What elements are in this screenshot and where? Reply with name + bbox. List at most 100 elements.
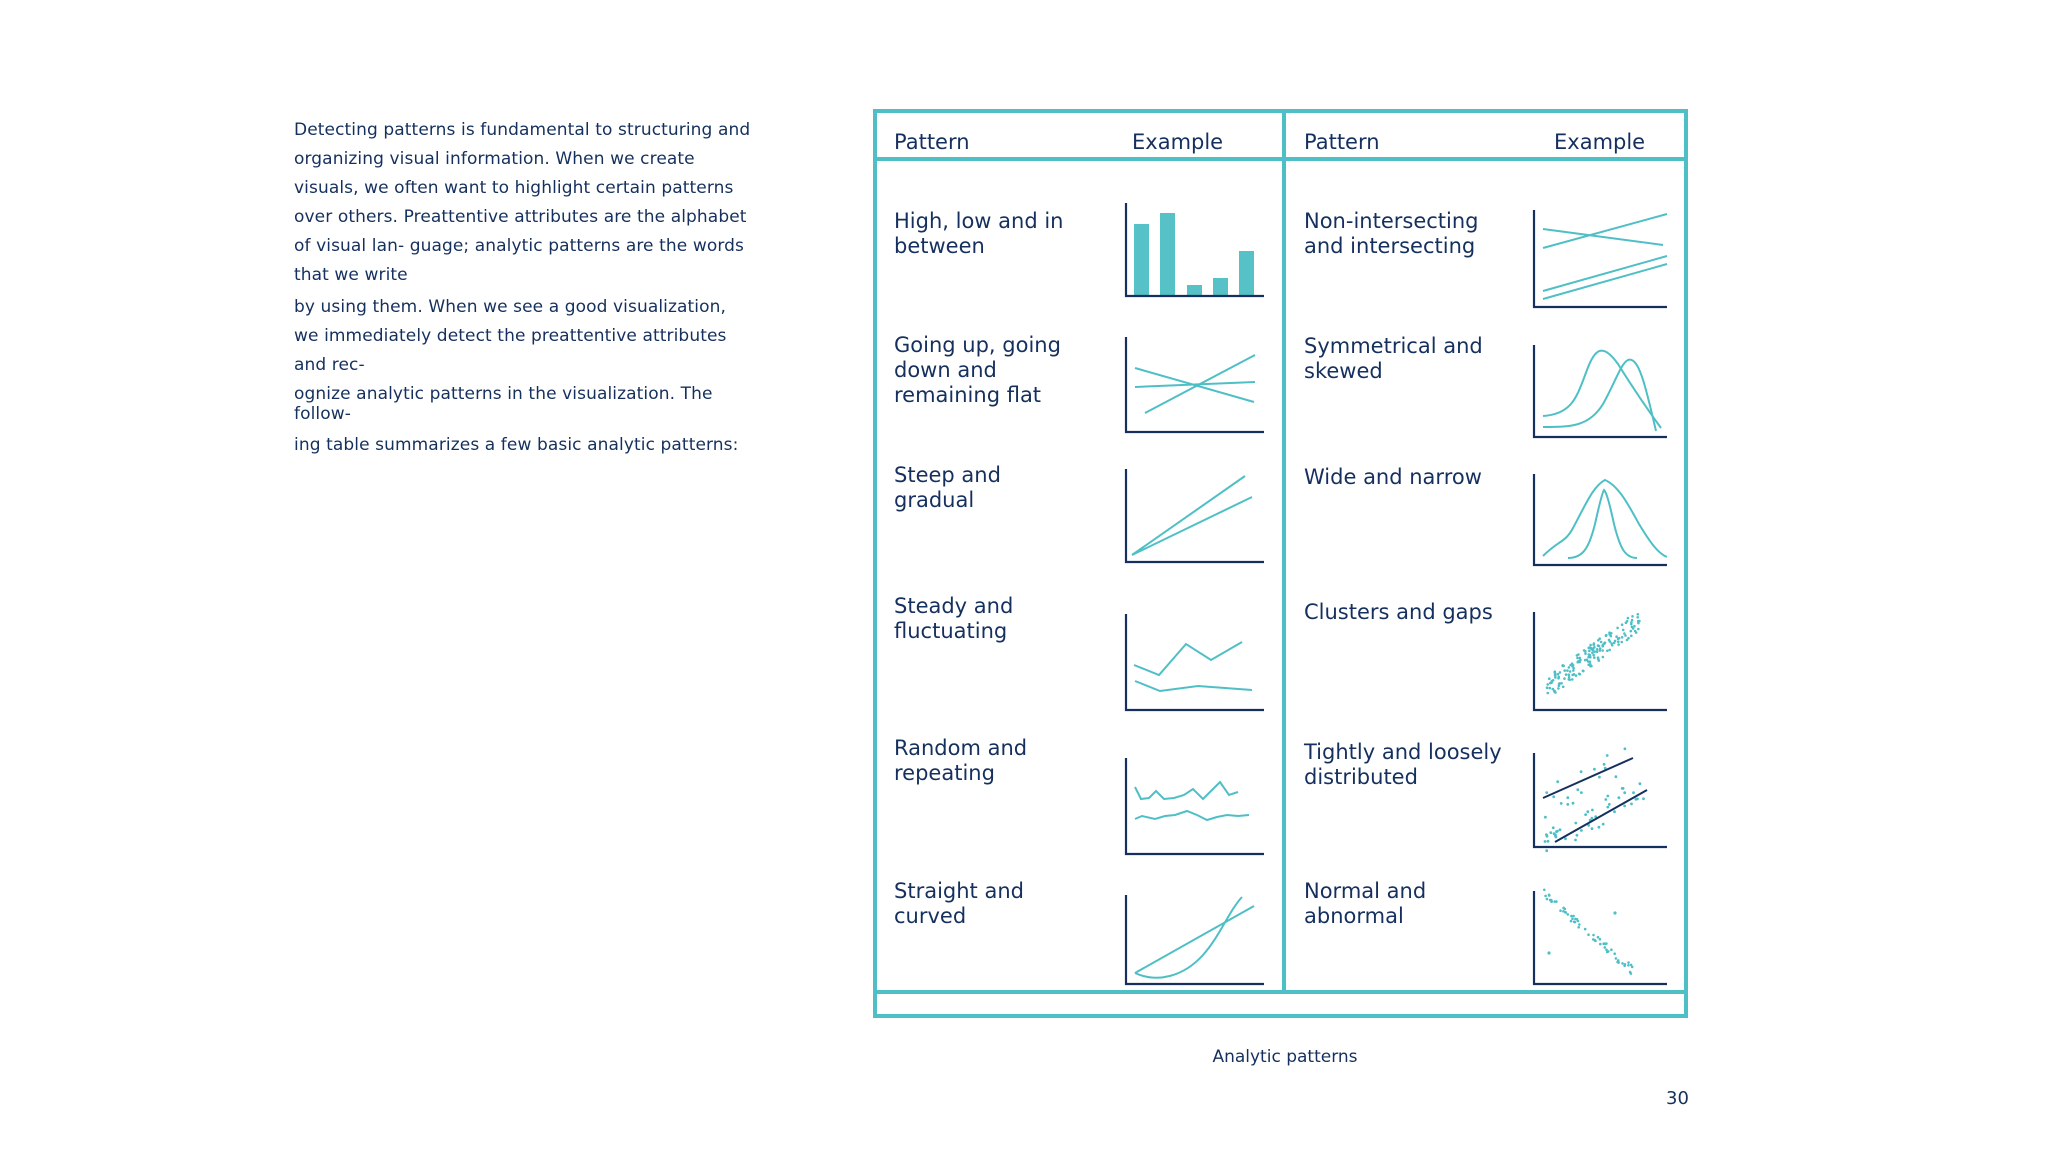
intro-text: Detecting patterns is fundamental to str… bbox=[294, 116, 774, 460]
scatter-dot bbox=[1623, 791, 1627, 795]
scatter-dot bbox=[1546, 683, 1549, 686]
scatter-dot bbox=[1577, 653, 1580, 656]
scatter-dot bbox=[1615, 635, 1618, 638]
scatter-dot bbox=[1623, 632, 1626, 635]
scatter-dot bbox=[1549, 831, 1553, 834]
scatter-dot bbox=[1629, 972, 1633, 975]
scatter-dot bbox=[1621, 962, 1624, 965]
scatter-dot bbox=[1590, 816, 1594, 820]
scatter-dot bbox=[1616, 637, 1620, 641]
scatter-dot bbox=[1599, 640, 1603, 644]
scatter-dot bbox=[1603, 641, 1607, 644]
scatter-dot bbox=[1561, 685, 1565, 689]
scatter-dot bbox=[1620, 640, 1624, 644]
figure-caption: Analytic patterns bbox=[1212, 1047, 1358, 1067]
scatter-dot bbox=[1614, 775, 1618, 779]
scatter-dot bbox=[1593, 767, 1596, 771]
scatter-dot bbox=[1566, 796, 1570, 800]
scatter-dot bbox=[1569, 663, 1572, 667]
scatter-dot bbox=[1614, 957, 1618, 960]
scatter-cluster-icon[interactable] bbox=[1525, 606, 1675, 714]
scatter-dot bbox=[1642, 797, 1645, 801]
scatter-dot bbox=[1571, 801, 1575, 805]
scatter-dot bbox=[1564, 837, 1567, 841]
scatter-dot bbox=[1621, 787, 1625, 790]
scatter-dot bbox=[1636, 616, 1639, 619]
scatter-dot bbox=[1620, 623, 1624, 626]
scatter-dot bbox=[1554, 834, 1557, 838]
scatter-dot bbox=[1596, 935, 1600, 939]
scatter-dot bbox=[1591, 648, 1595, 652]
scatter-dot bbox=[1544, 894, 1547, 898]
scatter-dot bbox=[1633, 624, 1636, 628]
scatter-dot bbox=[1606, 794, 1610, 798]
scatter-dot bbox=[1630, 634, 1633, 638]
scatter-dot bbox=[1561, 664, 1565, 667]
scatter-dot bbox=[1633, 629, 1637, 633]
scatter-dot bbox=[1587, 653, 1591, 656]
scatter-dot bbox=[1630, 618, 1634, 622]
scatter-dot bbox=[1570, 914, 1573, 918]
pattern-label: Non-intersecting and intersecting bbox=[1304, 209, 1479, 258]
scatter-dot bbox=[1623, 804, 1626, 808]
scatter-dot bbox=[1617, 796, 1621, 800]
scatter-dot bbox=[1547, 893, 1551, 897]
scatter-dot bbox=[1559, 909, 1562, 912]
scatter-dot bbox=[1601, 822, 1605, 826]
scatter-dot bbox=[1598, 649, 1602, 652]
scatter-dot bbox=[1583, 927, 1587, 931]
scatter-dot bbox=[1564, 673, 1568, 676]
scatter-dot bbox=[1617, 643, 1620, 646]
scatter-dot bbox=[1589, 646, 1593, 650]
scatter-dot bbox=[1629, 629, 1633, 633]
scatter-dot bbox=[1571, 673, 1574, 677]
pattern-label: Steep and gradual bbox=[894, 463, 1001, 512]
scatter-dot bbox=[1601, 655, 1605, 659]
scatter-dot bbox=[1581, 669, 1585, 673]
scatter-dot bbox=[1557, 675, 1561, 679]
scatter-dot bbox=[1595, 650, 1599, 653]
intro-line: Detecting patterns is fundamental to str… bbox=[294, 120, 751, 140]
scatter-dot bbox=[1557, 687, 1560, 690]
intro-line: of visual lan- guage; analytic patterns … bbox=[294, 236, 744, 256]
intro-line: over others. Preattentive attributes are… bbox=[294, 207, 747, 227]
scatter-dot bbox=[1589, 655, 1592, 659]
intro-line: visuals, we often want to highlight cert… bbox=[294, 178, 734, 198]
scatter-dot bbox=[1574, 838, 1577, 842]
scatter-dot bbox=[1584, 813, 1587, 816]
scatter-dot bbox=[1551, 826, 1555, 830]
scatter-dot bbox=[1624, 621, 1628, 625]
scatter-dot bbox=[1597, 639, 1600, 642]
scatter-dot bbox=[1603, 766, 1607, 770]
scatter-dot bbox=[1606, 649, 1609, 653]
scatter-dot bbox=[1552, 795, 1556, 799]
scatter-dot bbox=[1587, 646, 1591, 650]
scatter-dot bbox=[1629, 963, 1633, 967]
scatter-dot bbox=[1577, 926, 1580, 929]
scatter-dot bbox=[1613, 911, 1617, 915]
scatter-dot bbox=[1563, 677, 1566, 680]
scatter-dot bbox=[1594, 815, 1598, 819]
scatter-dot bbox=[1610, 643, 1614, 647]
scatter-dot bbox=[1545, 833, 1548, 836]
scatter-dot bbox=[1613, 952, 1616, 955]
scatter-dot bbox=[1597, 659, 1601, 662]
scatter-dot bbox=[1556, 780, 1560, 784]
scatter-dot bbox=[1608, 648, 1611, 652]
scatter-dot bbox=[1605, 754, 1609, 757]
zigzag-line-icon bbox=[1124, 614, 1264, 712]
intro-line: follow- bbox=[294, 404, 351, 424]
scatter-dot bbox=[1623, 747, 1627, 751]
scatter-dot bbox=[1605, 948, 1608, 952]
scatter-dot bbox=[1545, 791, 1549, 794]
scatter-dot bbox=[1610, 632, 1613, 635]
pattern-label: Steady and fluctuating bbox=[894, 594, 1014, 643]
scatter-dot bbox=[1603, 942, 1607, 945]
header-divider bbox=[877, 157, 1684, 161]
scatter-dot bbox=[1574, 674, 1578, 677]
scatter-dot bbox=[1601, 649, 1604, 652]
scatter-dot bbox=[1630, 965, 1634, 969]
scatter-dot bbox=[1545, 897, 1549, 901]
scatter-dot bbox=[1598, 937, 1602, 941]
scatter-dot bbox=[1613, 639, 1617, 643]
